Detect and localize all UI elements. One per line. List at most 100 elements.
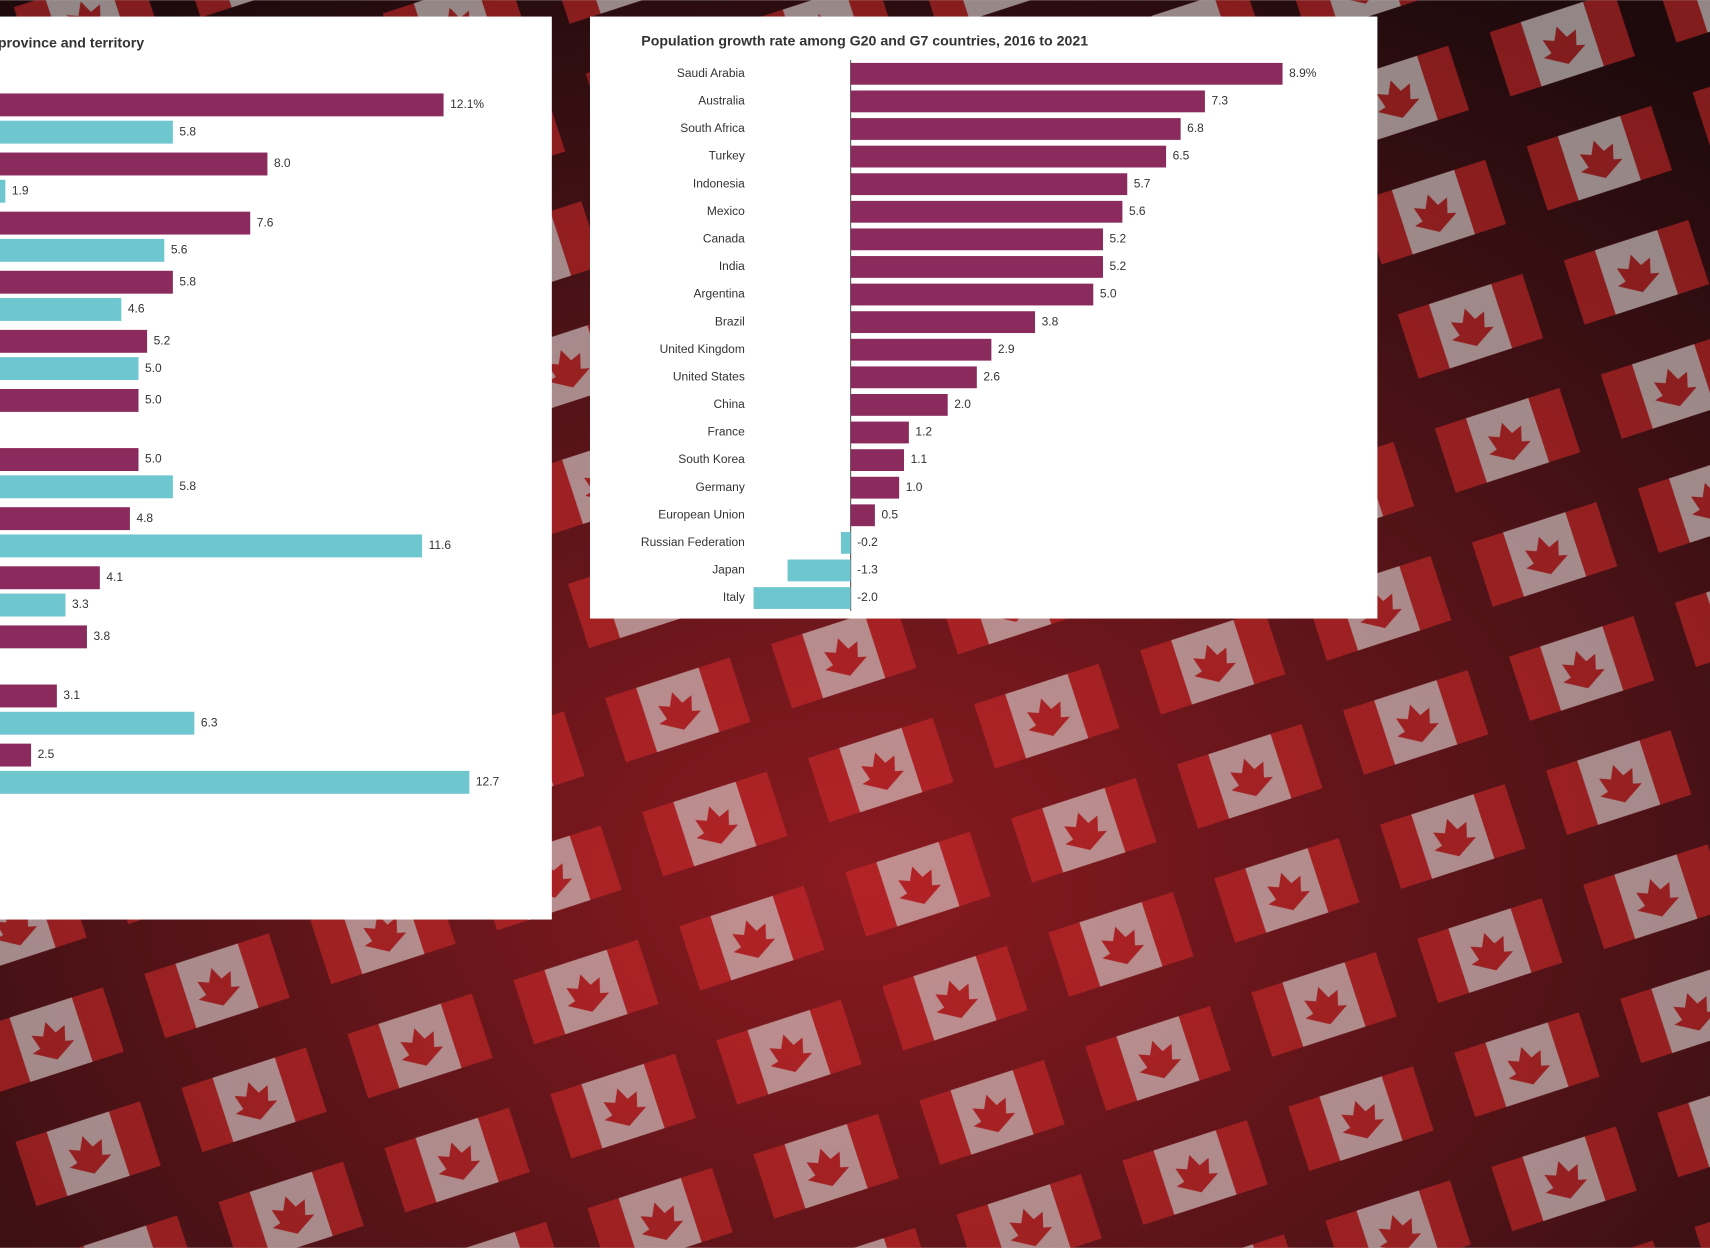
value-label: 2.5: [38, 747, 55, 761]
value-label: -1.3: [857, 563, 878, 577]
bar: [850, 421, 909, 444]
value-label: 5.0: [145, 452, 162, 466]
category-label: European Union: [658, 507, 745, 521]
value-label: -0.2: [857, 535, 878, 549]
value-label: 6.8: [1187, 121, 1204, 135]
category-label: China: [714, 397, 746, 411]
value-label: 5.0: [1100, 287, 1117, 301]
category-label: France: [708, 425, 746, 439]
category-label: Brazil: [715, 314, 745, 328]
bar: [0, 357, 139, 381]
category-label: Saudi Arabia: [677, 66, 745, 80]
value-label: 8.0: [274, 156, 291, 170]
value-label: 5.6: [1129, 204, 1146, 218]
bar: [850, 200, 1123, 223]
value-label: 11.6: [429, 538, 452, 552]
value-label: -2.0: [857, 590, 878, 604]
value-label: 1.1: [911, 452, 928, 466]
value-label: 6.5: [1173, 149, 1190, 163]
bar: [0, 120, 173, 144]
category-label: Argentina: [694, 287, 746, 301]
category-label: United States: [673, 369, 745, 383]
value-label: 3.8: [93, 629, 110, 643]
bar: [0, 684, 57, 708]
value-label: 3.1: [63, 688, 80, 702]
value-label: 6.3: [201, 715, 218, 729]
bar: [850, 394, 948, 416]
value-label: 7.3: [1211, 94, 1228, 108]
value-label: 5.8: [179, 479, 196, 493]
bar: [0, 507, 130, 531]
value-label: 4.6: [128, 302, 145, 316]
category-label: Italy: [723, 590, 745, 604]
value-label: 12.7: [476, 775, 500, 789]
category-label: Russian Federation: [641, 535, 745, 549]
bar: [850, 338, 992, 361]
value-label: 1.9: [12, 183, 29, 197]
value-label: 5.2: [1110, 232, 1127, 246]
value-label: 2.9: [998, 342, 1015, 356]
value-label: 7.6: [257, 215, 274, 229]
category-label: Indonesia: [693, 176, 745, 190]
bar: [0, 566, 100, 590]
bar: [850, 504, 875, 527]
value-label: 5.0: [145, 393, 162, 407]
bar: [850, 118, 1181, 140]
bar: [850, 256, 1103, 278]
category-label: Turkey: [709, 149, 745, 163]
bar: [850, 283, 1094, 306]
category-label: Australia: [698, 94, 745, 108]
bar: [850, 173, 1128, 196]
bar: [840, 531, 851, 554]
value-label: 5.0: [145, 361, 162, 375]
category-label: South Korea: [678, 452, 745, 466]
value-label: 4.8: [136, 511, 153, 525]
bar: [0, 329, 148, 353]
bar: [0, 593, 66, 617]
bar: [850, 449, 905, 471]
bar: [0, 179, 6, 203]
category-label: United Kingdom: [660, 342, 745, 356]
value-label: 0.5: [881, 507, 898, 521]
value-label: 12.1%: [450, 97, 484, 111]
category-label: South Africa: [680, 121, 745, 135]
bar: [0, 625, 87, 649]
value-label: 2.0: [954, 397, 971, 411]
bar: [0, 152, 268, 176]
value-label: 1.2: [915, 425, 932, 439]
value-label: 5.6: [171, 243, 188, 257]
bar: [787, 559, 851, 582]
value-label: 2.6: [983, 369, 1000, 383]
bar: [0, 388, 139, 412]
bar: [0, 238, 165, 262]
value-label: 5.2: [1110, 259, 1127, 273]
bar: [0, 211, 251, 235]
bar: [850, 366, 977, 389]
bar: [0, 298, 122, 321]
bar: [850, 228, 1103, 251]
value-label: 3.8: [1042, 314, 1059, 328]
value-label: 5.7: [1134, 176, 1151, 190]
bar: [850, 476, 900, 499]
bar: [0, 448, 139, 471]
value-label: 1.0: [906, 480, 923, 494]
category-label: Mexico: [707, 204, 745, 218]
bar: [850, 311, 1036, 334]
bar: [753, 587, 851, 609]
bar: [0, 270, 173, 294]
value-label: 3.3: [72, 597, 89, 611]
value-label: 8.9%: [1289, 66, 1317, 80]
bar: [0, 711, 195, 735]
value-label: 5.2: [154, 333, 171, 347]
value-label: 5.8: [179, 274, 196, 288]
value-label: 5.8: [179, 124, 196, 138]
right-chart-title: Population growth rate among G20 and G7 …: [641, 33, 1088, 49]
bar: [0, 93, 444, 117]
bar: [0, 534, 423, 558]
bar: [850, 90, 1205, 113]
category-label: Japan: [712, 563, 745, 577]
bar: [850, 62, 1283, 85]
bar: [850, 145, 1167, 168]
category-label: Canada: [703, 232, 745, 246]
